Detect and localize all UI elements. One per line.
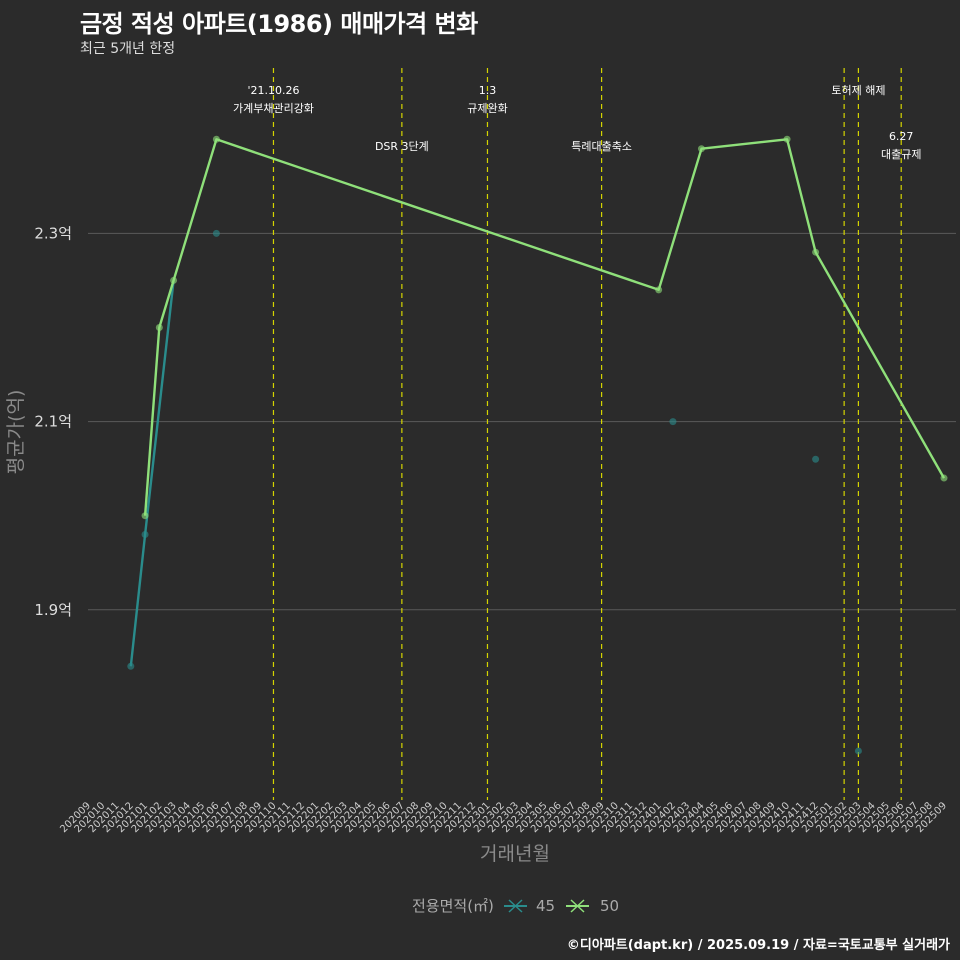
legend: 전용면적(㎡) 45 50 bbox=[412, 897, 619, 915]
event-label: 특례대출축소 bbox=[571, 140, 632, 153]
event-label: 토허제 해제 bbox=[831, 83, 885, 97]
legend-label: 50 bbox=[600, 897, 619, 915]
chart-title: 금정 적성 아파트(1986) 매매가격 변화 bbox=[80, 10, 478, 38]
data-point bbox=[697, 145, 705, 153]
series bbox=[127, 135, 948, 755]
y-axis-title: 평균가(억) bbox=[5, 390, 27, 475]
data-point bbox=[812, 455, 820, 463]
y-axis-ticks: 1.9억 2.1억 2.3억 bbox=[34, 224, 72, 618]
data-point bbox=[669, 418, 677, 426]
legend-label: 45 bbox=[536, 897, 555, 915]
y-tick-label: 2.1억 bbox=[34, 413, 72, 431]
data-point bbox=[783, 135, 791, 143]
data-point bbox=[141, 512, 149, 520]
data-point bbox=[127, 662, 135, 670]
event-label: 가계부채관리강화 bbox=[233, 102, 314, 115]
data-point bbox=[940, 474, 948, 482]
y-tick-label: 1.9억 bbox=[34, 601, 72, 619]
legend-item-45: 45 bbox=[504, 897, 555, 915]
data-point bbox=[655, 286, 663, 294]
legend-key-x-icon bbox=[508, 899, 523, 913]
event-label: 규제완화 bbox=[467, 102, 507, 115]
data-point bbox=[212, 135, 220, 143]
legend-item-50: 50 bbox=[566, 897, 619, 915]
x-axis-ticks: 2020092020102020112020122021012021022021… bbox=[58, 800, 949, 835]
data-point bbox=[212, 229, 220, 237]
gridlines bbox=[88, 232, 956, 611]
source-caption: ©디아파트(dapt.kr) / 2025.09.19 / 자료=국토교통부 실… bbox=[566, 938, 950, 953]
chart-subtitle: 최근 5개년 한정 bbox=[80, 41, 176, 57]
event-label: 대출규제 bbox=[881, 148, 921, 161]
event-label: 1.3 bbox=[479, 84, 497, 97]
y-tick-label: 2.3억 bbox=[34, 224, 72, 242]
data-point bbox=[155, 323, 163, 331]
x-axis-title: 거래년월 bbox=[480, 843, 550, 865]
legend-key-x-icon bbox=[570, 899, 585, 913]
series-line-45 bbox=[129, 280, 175, 667]
legend-title: 전용면적(㎡) bbox=[412, 897, 494, 915]
data-point bbox=[854, 747, 862, 755]
series-line-50 bbox=[143, 138, 946, 516]
data-point bbox=[170, 276, 178, 284]
event-label: DSR 3단계 bbox=[375, 140, 429, 153]
event-label: '21.10.26 bbox=[247, 84, 299, 97]
data-point bbox=[812, 248, 820, 256]
data-point bbox=[141, 531, 149, 539]
event-label: 6.27 bbox=[889, 130, 914, 143]
